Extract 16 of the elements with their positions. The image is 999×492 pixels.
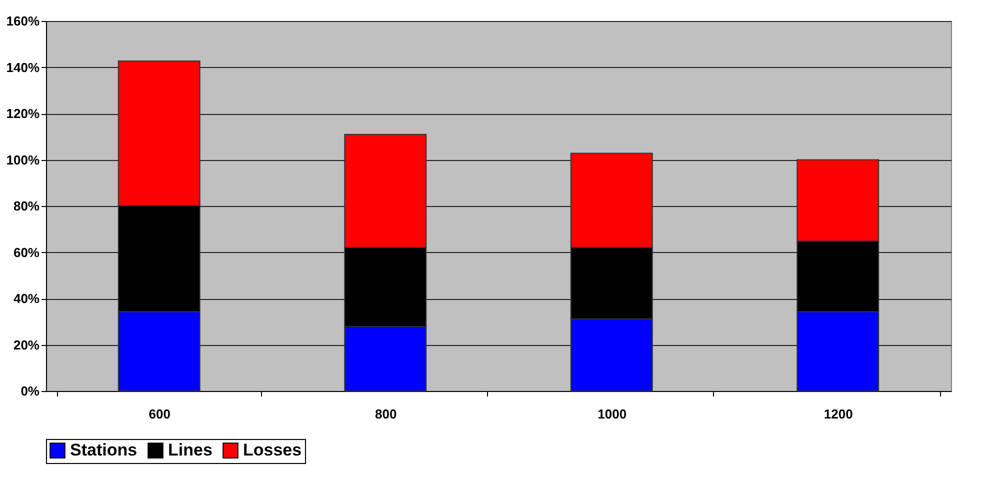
y-tick-label: 120% [6, 106, 40, 121]
y-tick-label: 20% [13, 337, 40, 352]
y-tick-label: 40% [13, 291, 40, 306]
x-tick-label: 1200 [824, 406, 853, 422]
x-tick-label: 600 [148, 406, 170, 422]
x-tick-label: 800 [375, 406, 397, 422]
y-tick-label: 80% [13, 198, 40, 214]
y-tick-label: 140% [6, 60, 40, 75]
legend-label: Stations [70, 440, 138, 460]
y-tick-label: 0% [20, 384, 40, 398]
x-tick-label: 1000 [598, 406, 627, 422]
y-tick-label: 60% [13, 244, 40, 260]
y-tick-label: 100% [6, 152, 40, 168]
legend-label: Losses [243, 440, 302, 460]
y-tick-label: 160% [6, 14, 40, 28]
legend-label: Lines [168, 440, 212, 460]
